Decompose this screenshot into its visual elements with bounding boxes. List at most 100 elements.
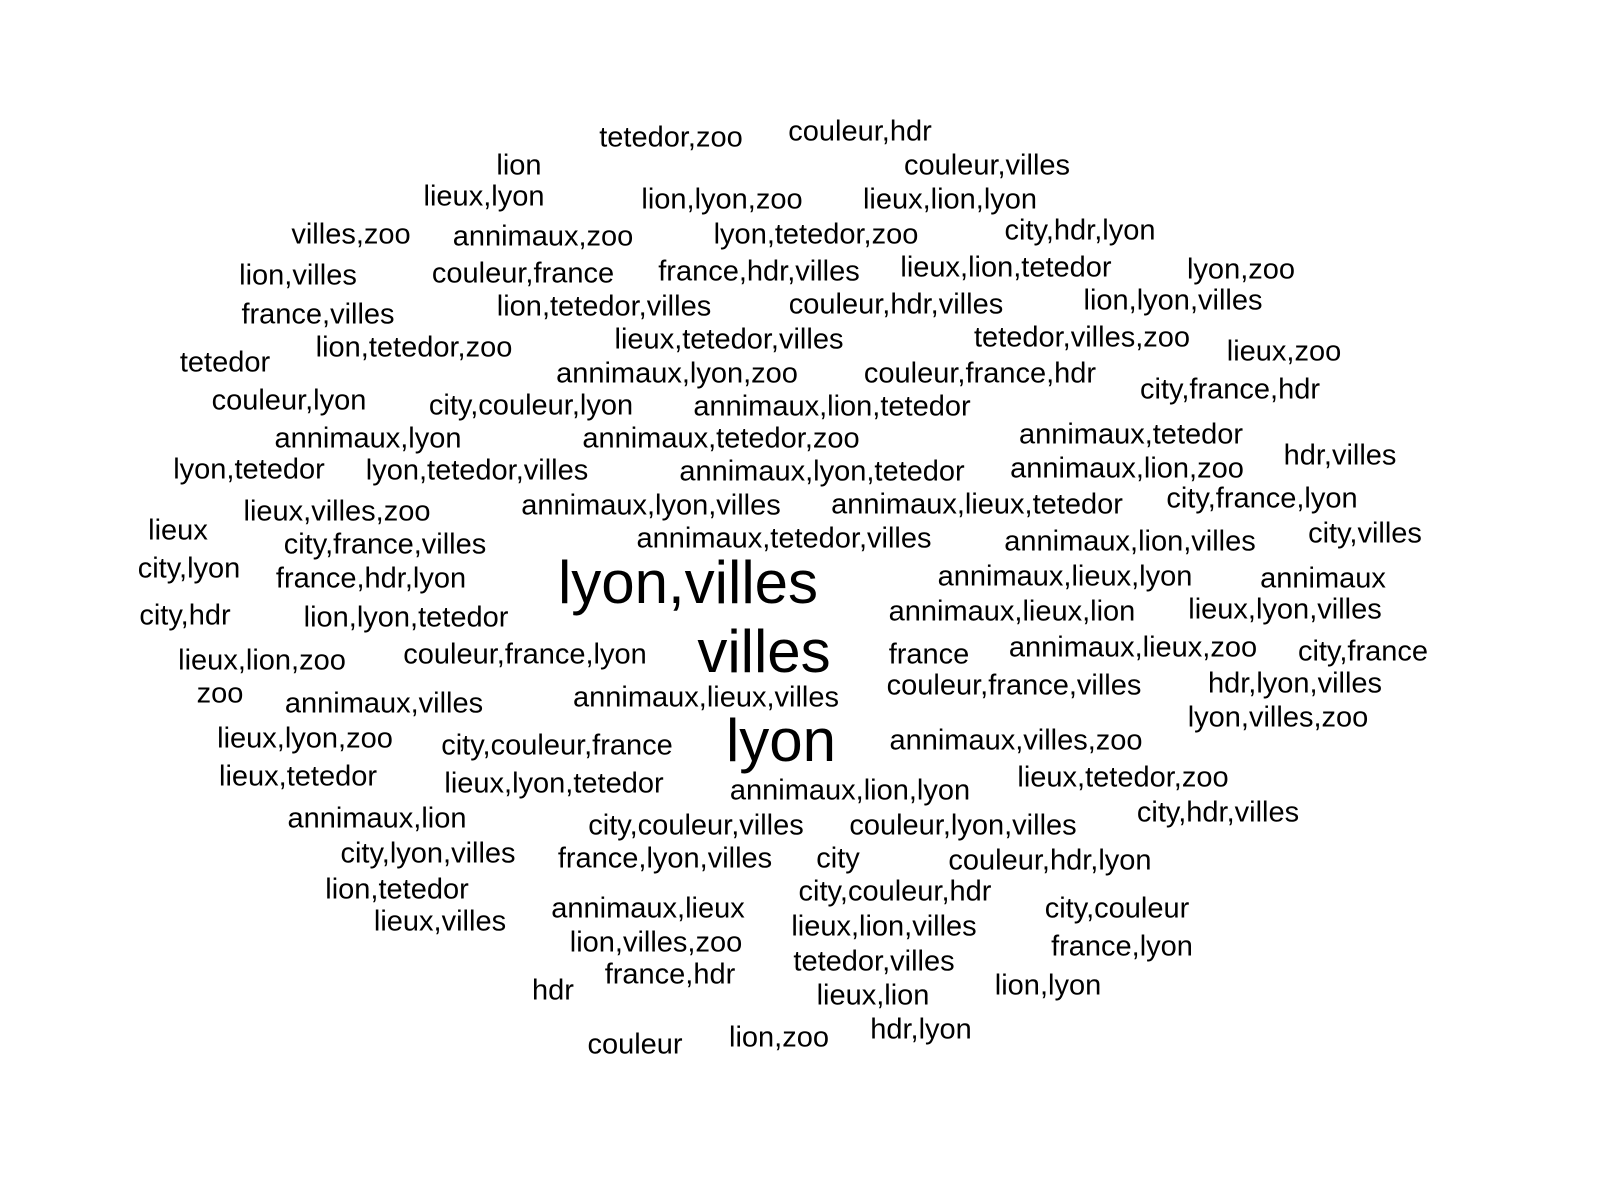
cloud-word: lyon,villes (557, 549, 819, 616)
cloud-word: lieux,lion,zoo (178, 644, 346, 677)
cloud-word: lyon,tetedor,zoo (713, 218, 919, 251)
cloud-word: couleur,lyon,villes (849, 809, 1077, 842)
cloud-word: lyon,tetedor (173, 453, 325, 486)
cloud-word: villes,zoo (291, 218, 411, 251)
cloud-word: couleur,hdr,villes (788, 288, 1004, 321)
cloud-word: tetedor,zoo (599, 121, 743, 154)
cloud-word: lyon,tetedor,villes (365, 454, 589, 487)
cloud-word: france (888, 638, 970, 671)
cloud-word: lion,villes,zoo (569, 926, 743, 959)
cloud-word: lion,lyon,villes (1083, 284, 1263, 317)
cloud-word: couleur,france,lyon (403, 638, 647, 671)
cloud-word: lion,lyon,tetedor (303, 601, 509, 634)
cloud-word: lion,tetedor (325, 873, 469, 906)
cloud-word: lieux,lyon,tetedor (444, 767, 664, 800)
cloud-word: lieux,lyon (423, 180, 545, 213)
cloud-word: lieux,tetedor,villes (614, 323, 844, 356)
cloud-word: city,couleur,villes (588, 809, 804, 842)
cloud-word: lion,tetedor,zoo (315, 331, 513, 364)
cloud-word: lieux,tetedor (219, 760, 377, 793)
cloud-word: lieux,lyon,zoo (217, 722, 393, 755)
cloud-word: annimaux,lyon,villes (521, 489, 781, 522)
cloud-word: hdr,lyon (870, 1013, 972, 1046)
cloud-word: france,hdr,lyon (275, 562, 467, 595)
cloud-word: lion (496, 149, 542, 182)
cloud-word: city,france,lyon (1166, 482, 1358, 515)
cloud-word: couleur,france (431, 257, 615, 290)
cloud-word: hdr,villes (1283, 439, 1397, 472)
cloud-word: lieux,zoo (1226, 335, 1342, 368)
cloud-word: city,couleur,hdr (798, 875, 992, 908)
cloud-word: lion,lyon (994, 969, 1102, 1002)
cloud-word: city,villes (1308, 517, 1422, 550)
cloud-word: city,couleur,france (441, 729, 673, 762)
cloud-word: lieux,tetedor,zoo (1017, 761, 1229, 794)
cloud-word: city,france,villes (283, 528, 487, 561)
cloud-word: hdr (532, 974, 574, 1007)
cloud-word: annimaux,lieux,lion (888, 595, 1136, 628)
cloud-word: annimaux,lyon (274, 422, 462, 455)
cloud-word: city,lyon (137, 552, 241, 585)
cloud-word: annimaux (1260, 562, 1386, 595)
cloud-word: hdr,lyon,villes (1207, 667, 1383, 700)
cloud-word: lieux,lyon,villes (1188, 593, 1382, 626)
cloud-word: annimaux,lion,lyon (729, 774, 971, 807)
cloud-word: lieux,lion,lyon (862, 183, 1038, 216)
cloud-word: france,lyon (1051, 930, 1193, 963)
cloud-word: france,hdr (604, 958, 736, 991)
cloud-word: lieux,lion (816, 979, 930, 1012)
cloud-word: annimaux,villes,zoo (889, 724, 1143, 757)
cloud-word: annimaux,lion,villes (1004, 525, 1256, 558)
cloud-word: tetedor (179, 346, 271, 379)
cloud-word: tetedor,villes (793, 945, 955, 978)
cloud-word: lieux,lion,villes (791, 910, 977, 943)
cloud-word: lyon,villes,zoo (1187, 701, 1369, 734)
cloud-word: couleur (587, 1028, 683, 1061)
cloud-word: lion,zoo (729, 1021, 829, 1054)
cloud-word: annimaux,lieux,zoo (1008, 631, 1258, 664)
cloud-word: couleur,france,hdr (863, 357, 1097, 390)
cloud-word: annimaux,lieux,tetedor (831, 488, 1123, 521)
cloud-word: lieux,villes (373, 905, 507, 938)
cloud-word: couleur,france,villes (886, 669, 1142, 702)
cloud-word: city,hdr (139, 599, 231, 632)
cloud-word: city (816, 842, 860, 875)
cloud-word: france,villes (241, 298, 395, 331)
cloud-word: lieux,villes,zoo (243, 495, 431, 528)
cloud-word: annimaux,lyon,zoo (556, 357, 798, 390)
cloud-word: lieux,lion,tetedor (900, 251, 1112, 284)
cloud-word: france,hdr,villes (658, 255, 860, 288)
cloud-word: lieux (148, 514, 208, 547)
cloud-word: annimaux,lieux,lyon (937, 560, 1193, 593)
cloud-word: annimaux,lyon,tetedor (679, 455, 965, 488)
cloud-word: annimaux,lieux,villes (573, 681, 839, 714)
cloud-word: city,couleur,lyon (428, 389, 634, 422)
cloud-word: annimaux,tetedor,zoo (582, 422, 860, 455)
cloud-word: lion,tetedor,villes (496, 290, 712, 323)
cloud-word: couleur,hdr (788, 115, 932, 148)
cloud-word: annimaux,zoo (452, 220, 634, 253)
cloud-word: annimaux,villes (284, 687, 484, 720)
cloud-word: couleur,villes (903, 149, 1071, 182)
cloud-word: city,lyon,villes (340, 837, 516, 870)
cloud-word: tetedor,villes,zoo (973, 321, 1191, 354)
cloud-word: annimaux,lion,zoo (1010, 452, 1244, 485)
cloud-word: lion,lyon,zoo (641, 183, 803, 216)
cloud-word: annimaux,tetedor,villes (636, 522, 932, 555)
cloud-word: lyon,zoo (1186, 253, 1296, 286)
cloud-word: lyon (725, 707, 837, 774)
cloud-word: couleur,hdr,lyon (948, 844, 1152, 877)
cloud-word: annimaux,lion,tetedor (693, 390, 971, 423)
cloud-word: france,lyon,villes (557, 842, 773, 875)
cloud-word: annimaux,tetedor (1018, 418, 1244, 451)
cloud-word: lion,villes (239, 259, 357, 292)
cloud-word: city,couleur (1044, 892, 1190, 925)
cloud-word: annimaux,lieux (551, 892, 745, 925)
cloud-word: city,france (1297, 635, 1429, 668)
cloud-word: annimaux,lion (287, 802, 467, 835)
cloud-word: city,france,hdr (1140, 373, 1320, 406)
cloud-word: zoo (196, 677, 244, 710)
cloud-word: city,hdr,lyon (1004, 214, 1156, 247)
cloud-word: couleur,lyon (211, 384, 367, 417)
